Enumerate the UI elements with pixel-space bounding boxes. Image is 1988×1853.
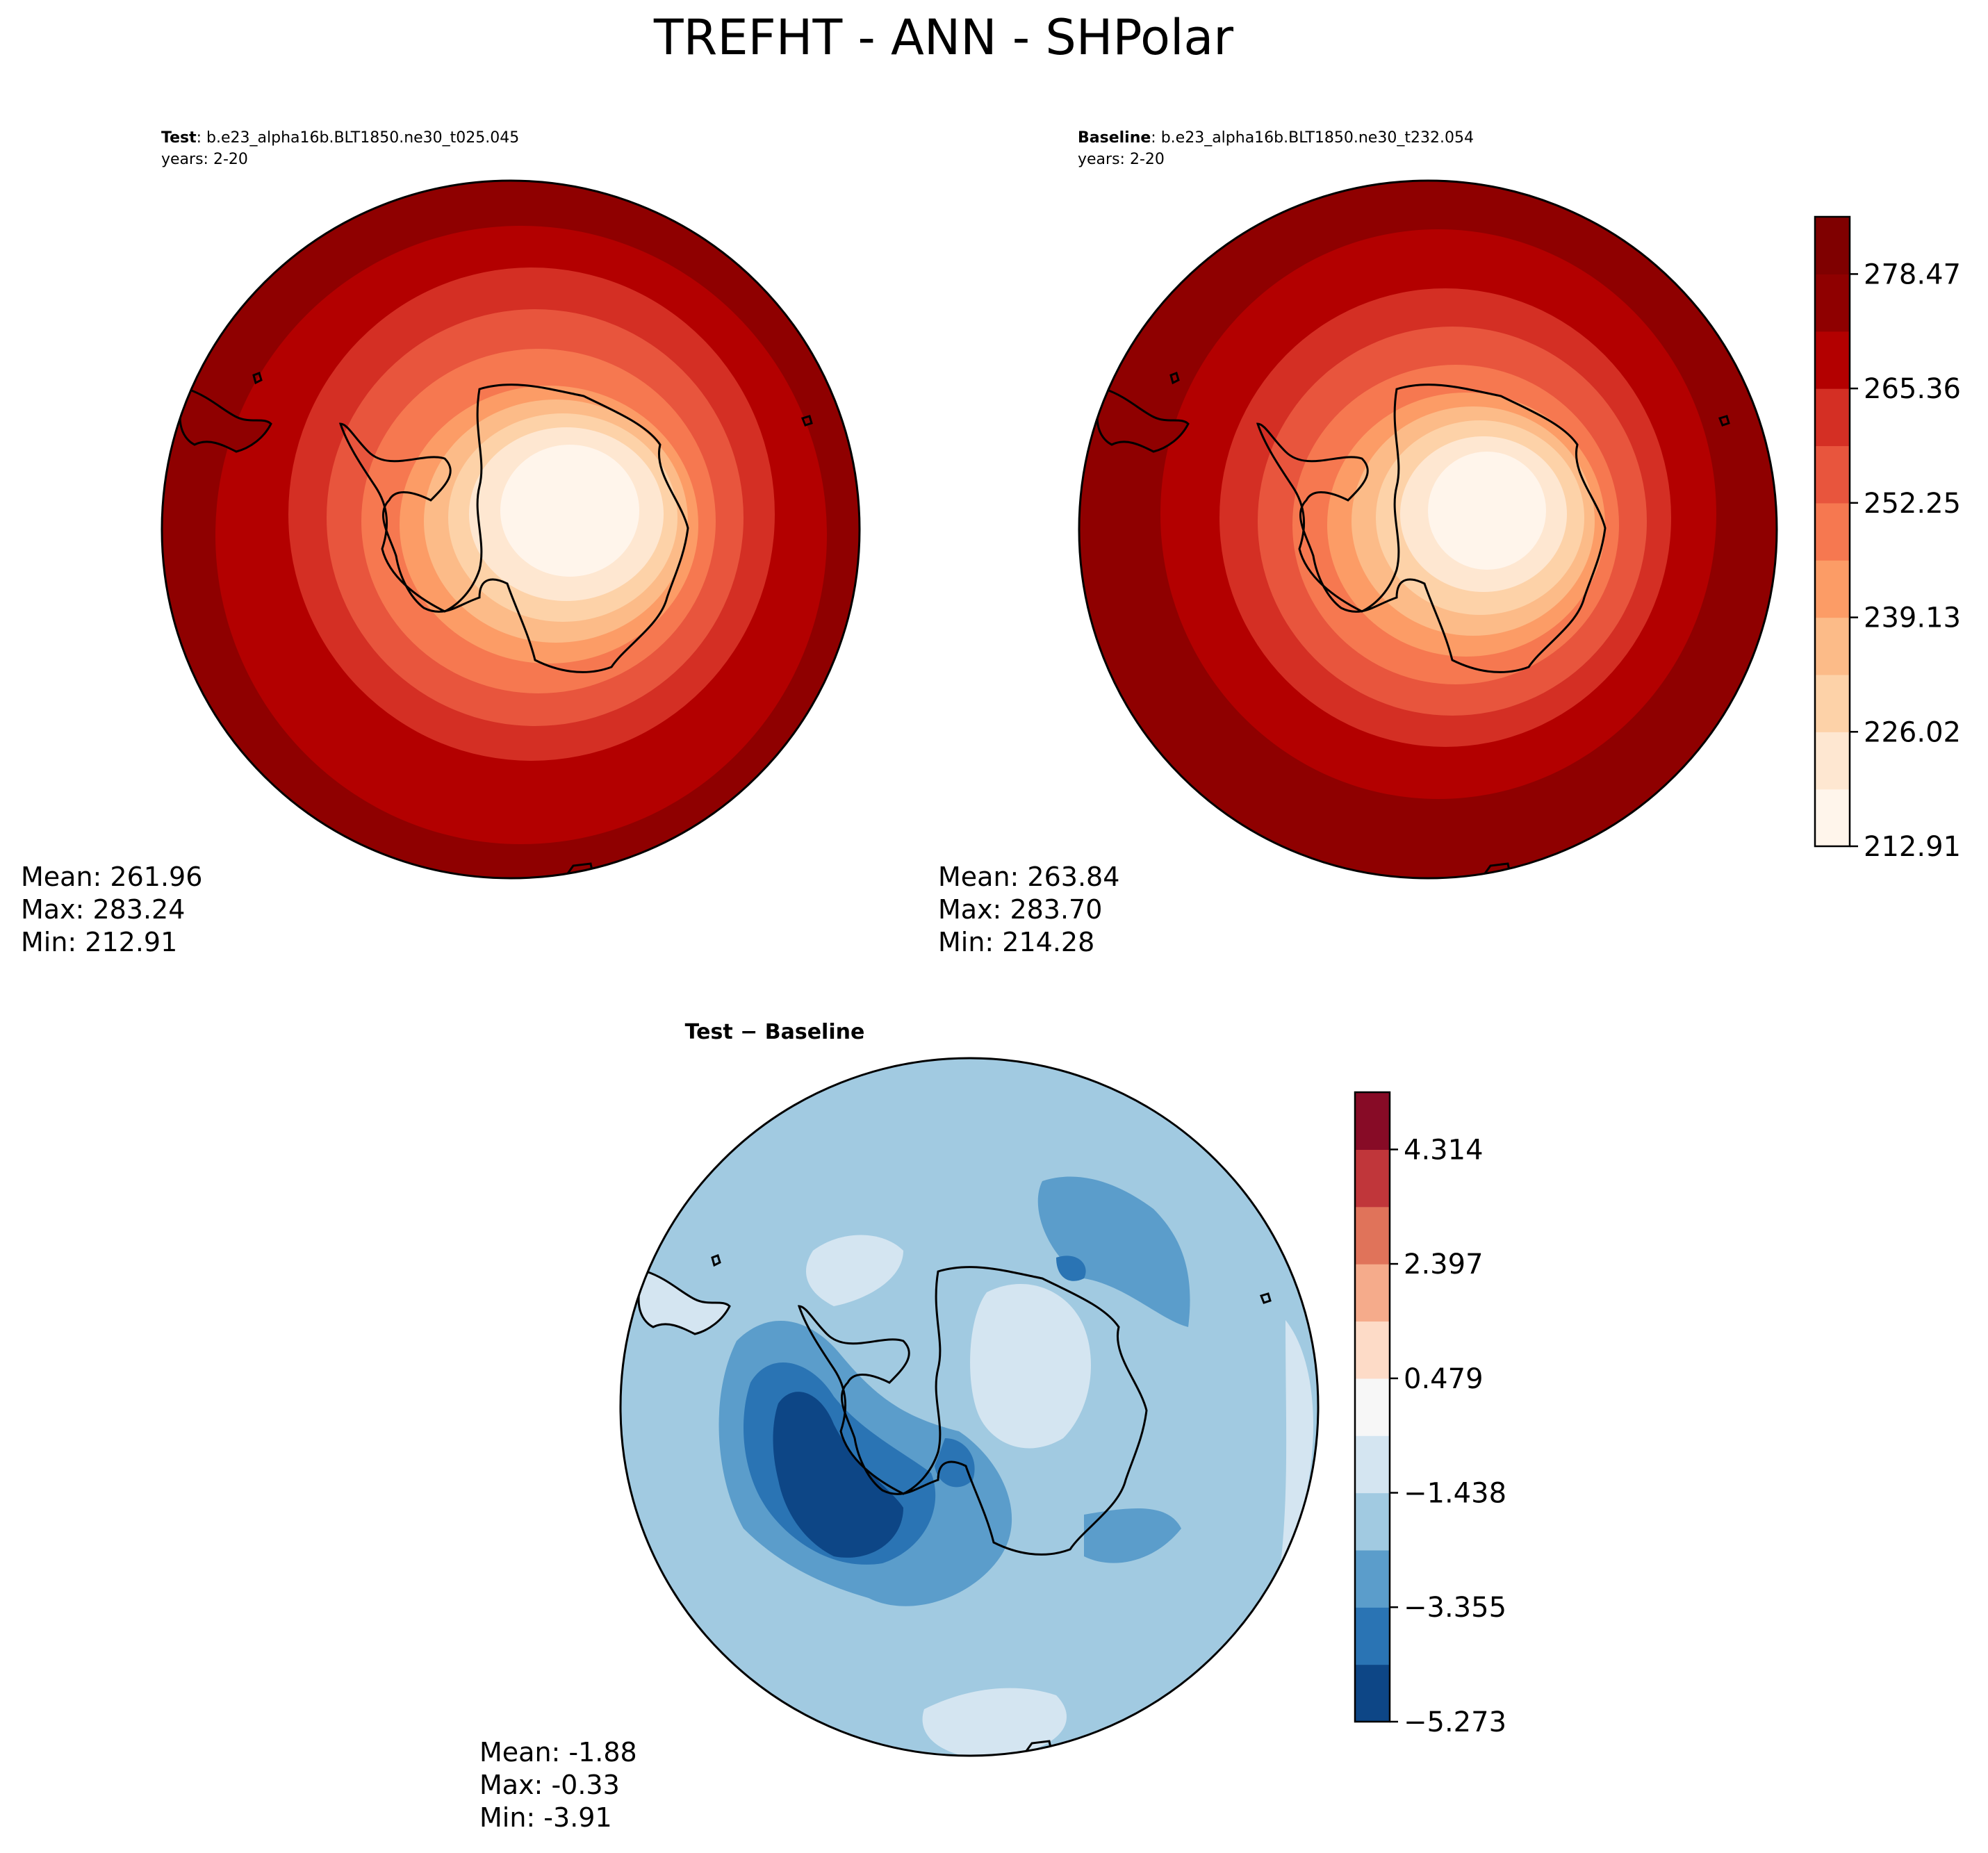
diff-colorbar-tick-label: −1.438 xyxy=(1404,1478,1506,1510)
diff-colorbar-segment xyxy=(1355,1378,1390,1436)
main-colorbar-tick-label: 212.91 xyxy=(1864,831,1961,863)
baseline-panel: Baseline: b.e23_alpha16b.BLT1850.ne30_t2… xyxy=(938,129,1778,957)
main-colorbar-segment xyxy=(1815,732,1850,790)
test-island-1 xyxy=(252,372,263,385)
diff-colorbar-tick-label: −5.273 xyxy=(1404,1706,1506,1738)
test-map-frame xyxy=(161,179,861,880)
diff-map-fill xyxy=(621,1058,1318,1756)
main-colorbar-segment xyxy=(1815,388,1850,447)
test-island-2 xyxy=(800,415,813,427)
diff-colorbar-segment xyxy=(1355,1321,1390,1379)
main-colorbar-tick-label: 252.25 xyxy=(1864,488,1961,520)
diff-panel-label: Test − Baseline xyxy=(685,1020,865,1044)
diff-light-region-north xyxy=(806,1235,903,1306)
baseline-island-2 xyxy=(1718,415,1730,427)
diff-colorbar-tick-label: −3.355 xyxy=(1404,1592,1506,1624)
baseline-label-rest: : b.e23_alpha16b.BLT1850.ne30_t232.054 xyxy=(1151,129,1474,147)
test-panel: Test: b.e23_alpha16b.BLT1850.ne30_t025.0… xyxy=(21,129,861,957)
diff-dark-region-northeast xyxy=(1056,1255,1086,1281)
baseline-stat-max: Max: 283.70 xyxy=(938,894,1102,925)
diff-light-region-center xyxy=(970,1284,1091,1449)
main-colorbar-segment xyxy=(1815,217,1850,274)
diff-stat-mean: Mean: -1.88 xyxy=(479,1737,637,1768)
diff-light-region-south xyxy=(922,1688,1067,1756)
diff-colorbar-tick-label: 0.479 xyxy=(1404,1363,1484,1395)
diff-colorbar-tick-label: 4.314 xyxy=(1404,1134,1484,1166)
test-stat-mean: Mean: 261.96 xyxy=(21,862,202,892)
diff-colorbar-tick-label: 2.397 xyxy=(1404,1249,1484,1280)
main-colorbar-segment xyxy=(1815,331,1850,389)
diff-colorbar-frame xyxy=(1354,1091,1391,1723)
main-colorbar-tick-label: 265.36 xyxy=(1864,373,1961,405)
main-colorbar-segment xyxy=(1815,617,1850,675)
test-ring-9 xyxy=(500,445,639,577)
baseline-map-fill xyxy=(1079,181,1777,878)
test-label-rest: : b.e23_alpha16b.BLT1850.ne30_t025.045 xyxy=(197,129,520,147)
test-south-america-coast xyxy=(179,388,272,453)
diff-colorbar-segment xyxy=(1355,1549,1390,1608)
diff-colorbar-segment xyxy=(1355,1149,1390,1208)
diff-colorbar-segment xyxy=(1355,1092,1390,1150)
main-colorbar: 212.91 226.02 239.13 252.25 265.36 278.47 xyxy=(1814,215,1961,863)
diff-colorbar-segment xyxy=(1355,1206,1390,1265)
diff-colorbar-segment xyxy=(1355,1607,1390,1665)
main-colorbar-segment xyxy=(1815,560,1850,618)
diff-colorbar-segment xyxy=(1355,1492,1390,1551)
diff-colorbar-segment xyxy=(1355,1435,1390,1494)
test-antarctica-coast xyxy=(338,384,689,673)
main-colorbar-frame xyxy=(1814,215,1851,848)
diff-darkest-region xyxy=(773,1392,903,1558)
main-colorbar-segment xyxy=(1815,274,1850,332)
baseline-stat-mean: Mean: 263.84 xyxy=(938,862,1119,892)
baseline-island-1 xyxy=(1169,372,1180,385)
diff-stat-max: Max: -0.33 xyxy=(479,1770,620,1800)
baseline-map-frame xyxy=(1078,179,1778,880)
diff-mid-region-northeast xyxy=(1037,1176,1190,1327)
diff-map-frame xyxy=(619,1057,1320,1757)
baseline-panel-label: Baseline: b.e23_alpha16b.BLT1850.ne30_t2… xyxy=(1078,129,1474,147)
main-colorbar-tick-label: 226.02 xyxy=(1864,716,1961,748)
diff-colorbar-segment xyxy=(1355,1664,1390,1722)
diff-antarctica-coast xyxy=(797,1266,1148,1556)
main-colorbar-segment xyxy=(1815,502,1850,561)
baseline-ring-9 xyxy=(1428,452,1546,570)
baseline-stat-min: Min: 214.28 xyxy=(938,927,1094,957)
figure-title: TREFHT - ANN - SHPolar xyxy=(653,9,1233,66)
baseline-antarctica-coast xyxy=(1256,384,1607,673)
baseline-south-america-coast xyxy=(1096,388,1190,453)
main-colorbar-tick-label: 278.47 xyxy=(1864,258,1961,290)
diff-mid-region-southeast xyxy=(1084,1508,1181,1563)
main-colorbar-segment xyxy=(1815,789,1850,847)
main-colorbar-tick-label: 239.13 xyxy=(1864,602,1961,634)
test-stat-min: Min: 212.91 xyxy=(21,927,177,957)
diff-colorbar: −5.273 −3.355 −1.438 0.479 2.397 4.314 xyxy=(1354,1091,1506,1738)
diff-island-1 xyxy=(711,1254,721,1267)
test-stat-max: Max: 283.24 xyxy=(21,894,185,925)
test-panel-label: Test: b.e23_alpha16b.BLT1850.ne30_t025.0… xyxy=(161,129,519,147)
diff-south-america-coast xyxy=(637,1270,731,1335)
diff-stat-min: Min: -3.91 xyxy=(479,1802,612,1833)
test-label-bold: Test xyxy=(161,129,197,147)
test-map-fill xyxy=(162,181,860,878)
test-years: years: 2-20 xyxy=(161,151,248,168)
main-colorbar-segment xyxy=(1815,445,1850,504)
baseline-years: years: 2-20 xyxy=(1078,151,1165,168)
main-colorbar-segment xyxy=(1815,674,1850,732)
diff-panel: Test − Baseline Mean: -1.88 Max: -0.33 M… xyxy=(479,1020,1320,1833)
diff-island-2 xyxy=(1259,1292,1272,1304)
diff-colorbar-segment xyxy=(1355,1264,1390,1322)
baseline-label-bold: Baseline xyxy=(1078,129,1151,147)
